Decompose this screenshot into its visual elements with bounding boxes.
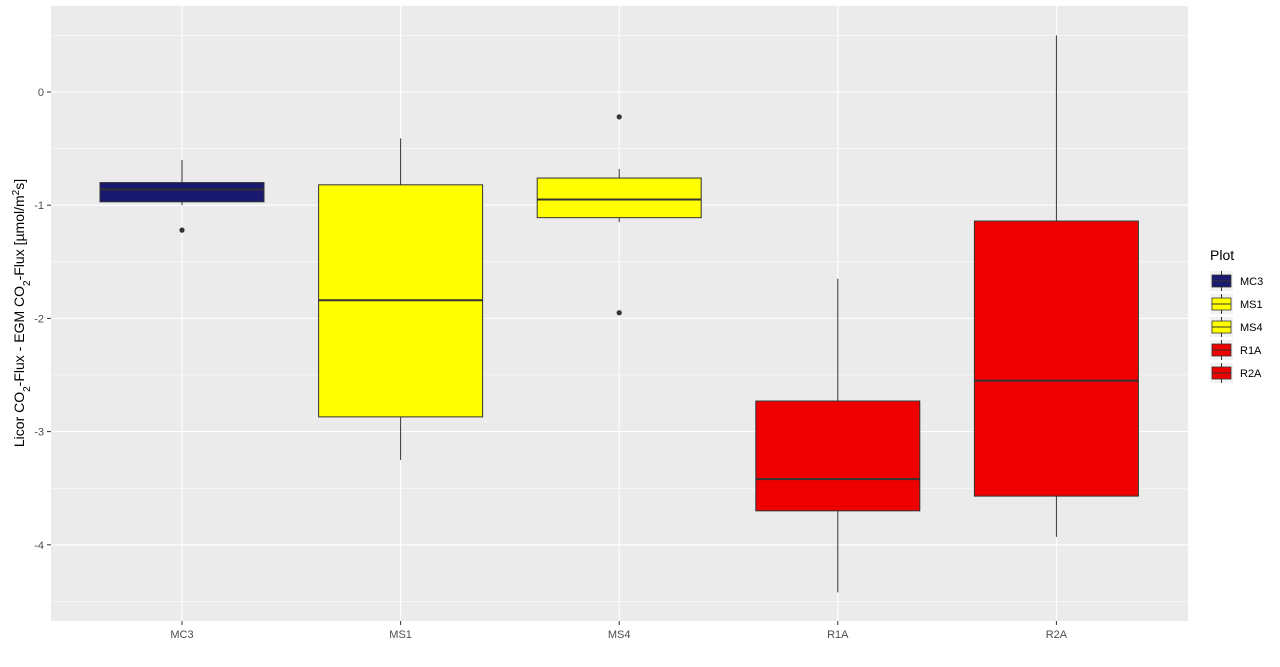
y-tick-label: -1 xyxy=(34,200,44,212)
outlier-point xyxy=(616,114,622,120)
x-tick-label: MS4 xyxy=(608,629,631,641)
y-axis: 0 -1 -2 -3 -4 xyxy=(34,87,51,552)
box-ms1 xyxy=(318,138,484,460)
box-r1a xyxy=(755,278,921,593)
y-tick-label: -4 xyxy=(34,540,44,552)
box-iqr xyxy=(536,177,702,219)
x-tick-label: MC3 xyxy=(170,629,193,641)
box-iqr xyxy=(99,182,265,203)
y-axis-title: Licor CO2-Flux - EGM CO2-Flux [µmol/m2s] xyxy=(11,179,33,447)
legend-key-r2a: R2A xyxy=(1210,363,1262,383)
x-axis: MC3 MS1 MS4 R1A R2A xyxy=(170,621,1068,641)
y-tick-label: 0 xyxy=(38,87,44,99)
x-tick-label: R1A xyxy=(827,629,849,641)
box-mc3 xyxy=(99,159,265,233)
legend-key-ms1: MS1 xyxy=(1210,294,1263,314)
x-tick-label: MS1 xyxy=(389,629,412,641)
box-r2a xyxy=(973,35,1139,537)
box-iqr xyxy=(755,400,921,512)
legend-key-mc3: MC3 xyxy=(1210,271,1263,291)
legend-label: MS4 xyxy=(1240,322,1263,334)
y-tick-label: -3 xyxy=(34,427,44,439)
legend-label: R2A xyxy=(1240,368,1262,380)
legend: Plot MC3 MS1 MS4 R1A R2A xyxy=(1210,247,1263,383)
legend-label: R1A xyxy=(1240,345,1262,357)
box-iqr xyxy=(973,220,1139,497)
legend-title: Plot xyxy=(1210,247,1234,263)
box-ms4 xyxy=(536,114,702,316)
boxes xyxy=(99,35,1139,593)
legend-key-ms4: MS4 xyxy=(1210,317,1263,337)
legend-key-r1a: R1A xyxy=(1210,340,1262,360)
x-tick-label: R2A xyxy=(1046,629,1068,641)
legend-label: MS1 xyxy=(1240,299,1263,311)
outlier-point xyxy=(179,227,185,233)
y-tick-label: -2 xyxy=(34,313,44,325)
outlier-point xyxy=(616,310,622,316)
legend-label: MC3 xyxy=(1240,276,1263,288)
